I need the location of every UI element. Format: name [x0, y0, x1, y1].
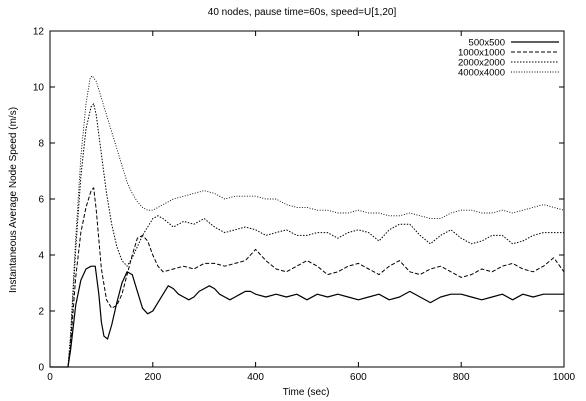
axis-ticks: 0 200 400 600 800 1000 0 2 4 6 8 10 12: [33, 27, 576, 384]
y-tick-label: 8: [38, 139, 44, 150]
y-tick-label: 2: [38, 307, 44, 318]
legend-label: 4000x4000: [458, 68, 505, 79]
y-axis-label-group: Instantaneous Average Node Speed (m/s): [8, 107, 19, 293]
y-tick-label: 12: [33, 27, 45, 38]
series-layer: [50, 75, 565, 368]
y-axis-label: Instantaneous Average Node Speed (m/s): [8, 107, 19, 293]
legend-label: 1000x1000: [458, 48, 505, 59]
x-tick-label: 800: [453, 372, 470, 383]
x-tick-label: 1000: [553, 372, 576, 383]
series-line-3: [50, 75, 565, 368]
legend-label: 2000x2000: [458, 58, 505, 69]
x-tick-label: 200: [144, 372, 161, 383]
x-tick-label: 0: [47, 372, 53, 383]
x-tick-label: 600: [350, 372, 367, 383]
plot-frame: [49, 30, 565, 368]
x-axis-label: Time (sec): [283, 387, 330, 398]
y-tick-label: 6: [38, 195, 44, 206]
chart-title: 40 nodes, pause time=60s, speed=U[1,20]: [208, 7, 397, 18]
y-tick-label: 4: [38, 251, 44, 262]
series-line-1: [50, 187, 565, 368]
series-line-2: [50, 103, 564, 368]
legend-label: 500x500: [469, 38, 505, 49]
y-tick-label: 0: [38, 363, 44, 374]
y-tick-label: 10: [33, 83, 45, 94]
series-line-0: [50, 265, 564, 368]
x-tick-label: 400: [247, 372, 264, 383]
